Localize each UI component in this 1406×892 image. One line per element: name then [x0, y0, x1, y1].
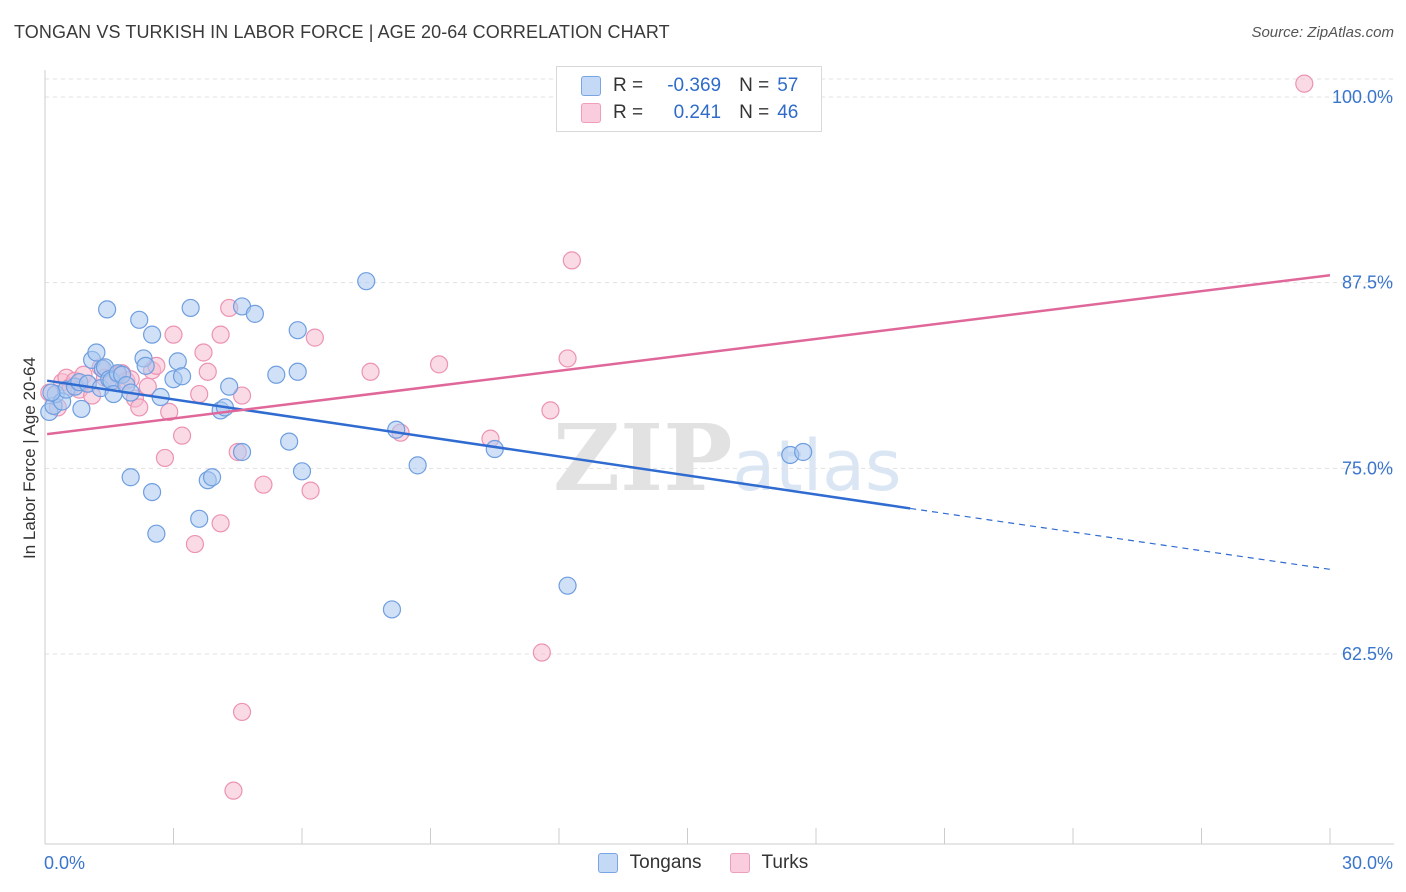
tongans-point [172, 367, 192, 386]
turks-point [558, 349, 577, 368]
turks-point [361, 362, 380, 381]
tongans-point [121, 468, 140, 487]
stats-legend: R = -0.369 N = 57 R = 0.241 N = 46 [556, 66, 822, 132]
x-tick-label: 30.0% [1342, 853, 1393, 873]
tongans-point [267, 365, 286, 384]
watermark: ZIPatlas [553, 404, 902, 512]
turks-point [164, 325, 183, 344]
series-legend: Tongans Turks [0, 852, 1406, 874]
turks-point [254, 475, 273, 494]
tongans-point [288, 362, 307, 381]
turks-point [224, 781, 243, 800]
tongans-point [794, 442, 813, 462]
tongans-point [288, 321, 307, 340]
n-label: N = [739, 102, 770, 123]
tongans-legend-swatch [597, 853, 618, 873]
turks-point [172, 426, 192, 445]
stats-legend-row-tongans: R = -0.369 N = 57 [581, 73, 798, 99]
tongans-point [147, 524, 166, 543]
r-label: R = [613, 102, 644, 123]
tongans-point [181, 298, 200, 318]
tongans-point [292, 462, 312, 481]
stats-legend-row-turks: R = 0.241 N = 46 [581, 100, 798, 126]
tongans-point [98, 300, 117, 319]
turks-point [532, 643, 551, 662]
turks-point [429, 355, 449, 374]
legend-label-turks: Turks [761, 852, 809, 873]
turks-trend-line [46, 273, 1331, 436]
turks-point [562, 251, 581, 270]
turks-legend-swatch [729, 853, 750, 873]
turks-point [232, 386, 252, 405]
tongans-point [280, 432, 299, 451]
tongans-point [245, 304, 264, 323]
turks-point [160, 402, 179, 421]
tongans-point [558, 576, 577, 595]
tongans-point [387, 420, 406, 439]
turks-swatch [581, 103, 601, 123]
turks-point [185, 534, 205, 554]
turks-point [232, 702, 252, 722]
tongans-point [202, 468, 222, 487]
turks-point [190, 384, 209, 404]
r-label: R = [613, 75, 644, 96]
turks-point [301, 481, 320, 500]
tongans-point [136, 356, 155, 375]
y-tick-label: 62.5% [1342, 644, 1393, 664]
tongans-point [382, 600, 402, 619]
y-tick-label: 87.5% [1342, 273, 1393, 293]
turks-point [305, 328, 324, 347]
n-value: 46 [777, 102, 799, 123]
tongans-point [87, 343, 106, 362]
turks-point [194, 343, 213, 362]
tongans-point [42, 383, 61, 402]
tongans-point [232, 442, 252, 462]
turks-point [1295, 74, 1314, 93]
tongans-trend-line [46, 379, 911, 510]
tongans-point [357, 272, 376, 291]
turks-point [130, 398, 149, 417]
x-tick-label: 0.0% [44, 853, 85, 873]
tongans-point [408, 456, 427, 475]
turks-point [541, 401, 560, 420]
r-value: -0.369 [667, 75, 722, 96]
source-label: Source: ZipAtlas.com [1251, 24, 1394, 41]
tongans-point [142, 325, 162, 344]
tongans-point [142, 482, 162, 502]
y-tick-label: 75.0% [1342, 458, 1393, 478]
tongans-point [130, 310, 149, 329]
n-value: 57 [777, 75, 799, 96]
tongans-point [72, 399, 91, 419]
turks-point [155, 448, 175, 468]
turks-point [198, 362, 217, 381]
legend-item-tongans[interactable]: Tongans [597, 852, 702, 874]
y-tick-label: 100.0% [1332, 87, 1393, 107]
tongans-point [190, 509, 209, 528]
tongans-swatch [581, 76, 601, 96]
n-label: N = [739, 75, 770, 96]
tongans-point [220, 377, 239, 396]
r-value: 0.241 [673, 102, 722, 123]
turks-point [211, 325, 230, 344]
legend-label-tongans: Tongans [629, 852, 702, 873]
turks-point [211, 514, 230, 533]
legend-item-turks[interactable]: Turks [729, 852, 809, 874]
tongans-trend-extension [910, 507, 1331, 570]
chart-title: TONGAN VS TURKISH IN LABOR FORCE | AGE 2… [14, 22, 670, 42]
